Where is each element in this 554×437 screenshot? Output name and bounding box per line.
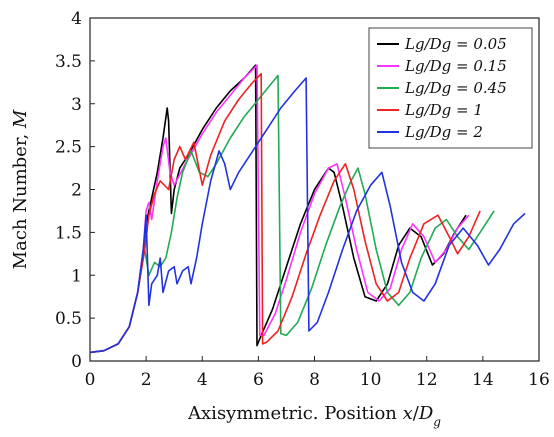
x-tick-label: 4	[197, 370, 208, 390]
legend-label: Lg/Dg = 0.15	[404, 57, 507, 75]
legend-label: Lg/Dg = 0.05	[404, 35, 507, 53]
x-tick-label: 8	[309, 370, 320, 390]
legend-label: Lg/Dg = 0.45	[404, 79, 507, 97]
y-tick-label: 2.5	[55, 138, 82, 158]
x-axis-title: Axisymmetric. Position x/Dg	[187, 403, 441, 429]
x-tick-label: 16	[528, 370, 550, 390]
y-tick-label: 4	[71, 9, 82, 29]
legend-label: Lg/Dg = 2	[404, 123, 483, 141]
series-line-5	[89, 77, 526, 354]
y-tick-label: 2	[71, 181, 82, 201]
y-tick-label: 3.5	[55, 52, 82, 72]
series-layer	[89, 64, 526, 354]
x-axis-title-slash: /	[413, 403, 420, 424]
y-tick-label: 1	[71, 266, 82, 286]
legend-label: Lg/Dg = 1	[404, 101, 483, 119]
x-axis-title-prefix: Axisymmetric. Position	[187, 403, 403, 424]
y-tick-label: 3	[71, 95, 82, 115]
axis-ticks: 0 2 4 6 8 10 12 14 16 0 0.5 1 1.5 2 2.5 3 3.5 4	[55, 9, 550, 390]
series-line-2	[89, 64, 470, 354]
x-tick-label: 12	[416, 370, 438, 390]
x-axis-title-sub-g: g	[433, 415, 441, 429]
x-tick-label: 0	[85, 370, 96, 390]
y-tick-label: 0	[71, 352, 82, 372]
y-tick-label: 1.5	[55, 223, 82, 243]
x-tick-label: 14	[472, 370, 494, 390]
legend: Lg/Dg = 0.05 Lg/Dg = 0.15 Lg/Dg = 0.45 Lg/D…	[368, 27, 533, 149]
x-tick-label: 6	[253, 370, 264, 390]
x-axis-title-var-x: x	[403, 403, 413, 424]
y-axis-title: Mach Number, M	[10, 109, 31, 269]
x-tick-label: 2	[141, 370, 152, 390]
y-axis-title-var-M: M	[10, 109, 31, 129]
y-tick-label: 0.5	[55, 309, 82, 329]
y-axis-title-prefix: Mach Number,	[10, 128, 31, 269]
series-line-4	[89, 72, 481, 354]
x-axis-title-var-D: D	[418, 403, 434, 424]
x-tick-label: 10	[360, 370, 382, 390]
series-line-3	[89, 74, 495, 354]
